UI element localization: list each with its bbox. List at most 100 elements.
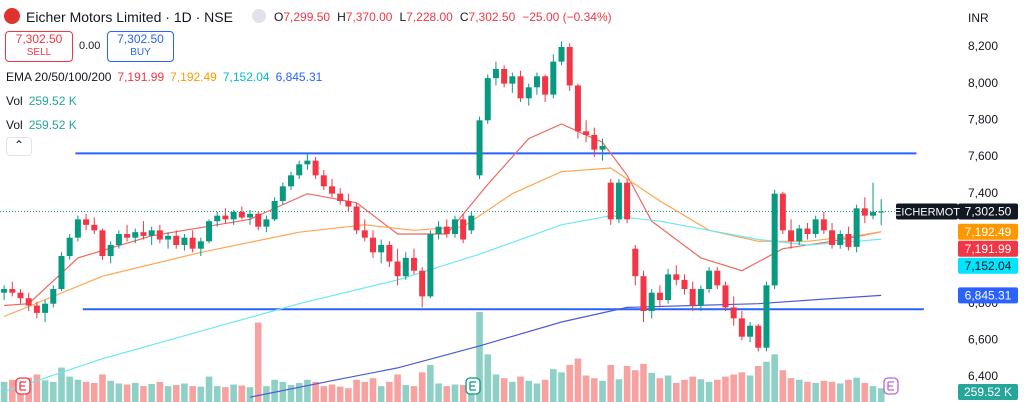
candle-body [337, 193, 344, 201]
volume-bar [58, 367, 65, 402]
ohlc: O7,299.50 H7,370.00 L7,228.00 C7,302.50 −25.… [274, 10, 612, 24]
candle-body [796, 228, 803, 242]
volume-bar [66, 376, 73, 402]
ohlc-value: 7,299.50 [283, 10, 331, 24]
candle-body [419, 270, 426, 297]
volume-bar [140, 386, 147, 402]
buy-button[interactable]: 7,302.50 BUY [107, 31, 174, 62]
volume-bar [336, 386, 344, 402]
volume-bar [517, 376, 524, 402]
volume-bar [107, 380, 114, 402]
candle-body [124, 234, 131, 238]
volume-bar [418, 372, 426, 402]
candle-body [296, 164, 303, 176]
candle-body [640, 276, 647, 312]
logo [4, 8, 20, 24]
candle-body [74, 219, 81, 238]
volume-bar [599, 380, 606, 402]
price-tag-label: 7,152.04 [965, 259, 1012, 273]
toggle-icon[interactable] [252, 9, 266, 23]
candle-body [829, 230, 836, 246]
volume-bar [812, 382, 819, 402]
volume-bar [156, 381, 164, 402]
volume-bar [254, 322, 262, 402]
candle-body [394, 261, 401, 277]
volume-bar [713, 379, 721, 402]
collapse-button[interactable]: ⌃ [6, 137, 32, 156]
volume-bar [566, 364, 574, 402]
candle-body [173, 235, 180, 246]
candle-body [501, 68, 508, 84]
candle-body [468, 215, 475, 231]
indicator-value: 7,192.49 [170, 70, 217, 84]
candle-body [509, 76, 516, 84]
symbol-tag-label: EICHERMOT [894, 206, 960, 218]
candle-body [443, 226, 450, 235]
candle-body [115, 234, 122, 246]
currency[interactable]: INR [968, 11, 989, 25]
volume-bar [271, 379, 278, 402]
volume-bar [574, 358, 582, 402]
ohlc-label: L [399, 10, 407, 24]
volume-bar [509, 381, 516, 402]
candle-body [288, 175, 295, 187]
volume-bar [681, 379, 688, 402]
volume-bar [197, 386, 205, 402]
ohlc-value: 7,302.50 [468, 10, 516, 24]
y-tick-label: 8,000 [968, 76, 998, 90]
candle-layer [1, 41, 885, 352]
volume-bar [361, 381, 369, 402]
candle-body [747, 325, 754, 337]
candle-body [222, 215, 229, 220]
candle-body [615, 182, 622, 220]
volume-bar [582, 375, 590, 402]
volume-bar [402, 385, 410, 402]
volume-bar [386, 381, 393, 402]
price-tag-label: 7,302.50 [965, 205, 1012, 219]
candle-body [33, 305, 40, 313]
volume-bar [763, 361, 770, 402]
volume-bar [787, 378, 795, 402]
volume-bar [230, 384, 237, 402]
candle-body [107, 245, 114, 257]
ohlc-label: O [274, 10, 284, 24]
candle-body [263, 219, 270, 227]
indicator-name: Vol [6, 118, 23, 132]
ema-line [249, 294, 882, 398]
price-tag [958, 257, 1018, 274]
candle-body [804, 228, 811, 235]
volume-bar [189, 386, 196, 402]
candle-body [681, 279, 688, 290]
volume-bar [558, 372, 565, 402]
volume-bar [377, 386, 385, 402]
candle-body [427, 234, 434, 297]
indicator-value: 7,191.99 [117, 70, 165, 84]
candle-body [476, 120, 483, 176]
candle-body [148, 230, 155, 236]
candle-body [706, 270, 713, 290]
volume-bar [754, 366, 762, 402]
volume-bar [427, 364, 434, 402]
candle-body [181, 237, 188, 246]
candle-body [845, 234, 852, 247]
volume-bar [345, 388, 352, 402]
candle-body [525, 87, 532, 99]
volume-bar [533, 383, 541, 402]
candle-body [99, 230, 106, 257]
candle-body [599, 145, 606, 150]
ohlc-value: 7,370.00 [345, 10, 393, 24]
candle-body [697, 289, 704, 306]
volume-bar [697, 379, 705, 402]
sell-price: 7,302.50 [15, 32, 63, 46]
y-tick-label: 7,400 [968, 186, 998, 200]
indicator-row: Vol 259.52 K [6, 118, 77, 132]
volume-bar [640, 363, 647, 402]
y-tick-label: 6,600 [968, 333, 998, 347]
candle-body [484, 78, 491, 121]
candle-body [607, 182, 614, 220]
candle-body [328, 186, 335, 194]
sell-button[interactable]: 7,302.50 SELL [5, 31, 73, 62]
candle-body [91, 224, 98, 231]
indicator-row: EMA 20/50/100/200 7,191.99 7,192.49 7,152.0… [6, 70, 322, 84]
